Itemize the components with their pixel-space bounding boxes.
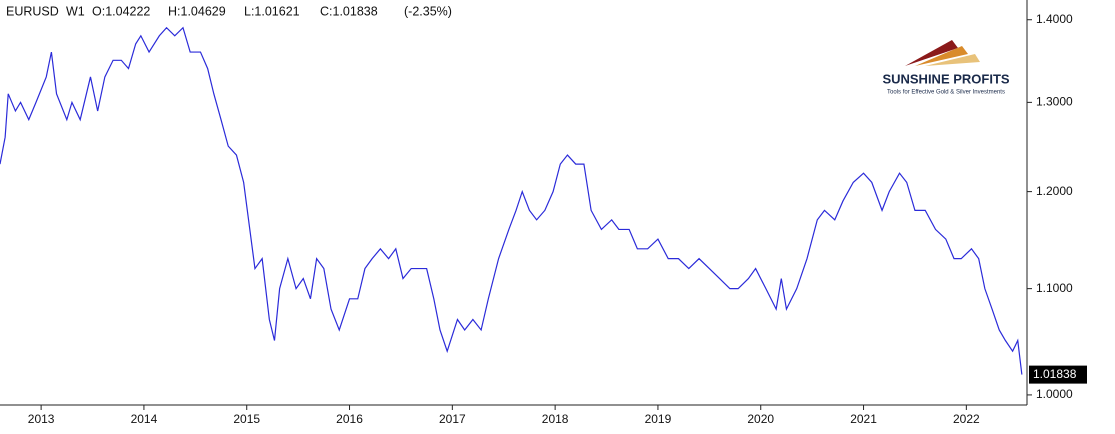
x-tick-label: 2014 <box>131 412 158 426</box>
x-tick-label: 2022 <box>953 412 980 426</box>
x-tick-label: 2013 <box>28 412 55 426</box>
x-tick-label: 2015 <box>233 412 260 426</box>
open: O:1.04222 <box>92 4 150 18</box>
last-price-label: 1.01838 <box>1033 367 1077 381</box>
logo-ray <box>905 40 958 66</box>
high: H:1.04629 <box>168 4 226 18</box>
x-tick-label: 2016 <box>336 412 363 426</box>
x-tick-label: 2019 <box>645 412 672 426</box>
logo-name: SUNSHINE PROFITS <box>882 71 1009 86</box>
logo-ray <box>915 46 968 66</box>
logo-ray <box>925 54 980 66</box>
logo: SUNSHINE PROFITS Tools for Effective Gol… <box>882 40 1010 96</box>
y-tick-label: 1.1000 <box>1036 281 1073 295</box>
y-tick-label: 1.2000 <box>1036 184 1073 198</box>
logo-tagline: Tools for Effective Gold & Silver Invest… <box>887 90 1005 96</box>
header: EURUSD W1 O:1.04222 H:1.04629 L:1.01621 … <box>6 4 452 18</box>
y-tick-label: 1.0000 <box>1036 387 1073 401</box>
last-price-box <box>1029 365 1087 384</box>
symbol: EURUSD <box>6 4 59 18</box>
timeframe: W1 <box>66 4 85 18</box>
x-tick-label: 2020 <box>747 412 774 426</box>
y-tick-label: 1.3000 <box>1036 95 1073 109</box>
change: (-2.35%) <box>404 4 452 18</box>
price-line <box>0 26 1023 375</box>
close: C:1.01838 <box>320 4 378 18</box>
x-tick-label: 2017 <box>439 412 466 426</box>
x-tick-label: 2021 <box>850 412 877 426</box>
y-tick-label: 1.4000 <box>1036 12 1073 26</box>
x-tick-label: 2018 <box>542 412 569 426</box>
low: L:1.01621 <box>244 4 300 18</box>
